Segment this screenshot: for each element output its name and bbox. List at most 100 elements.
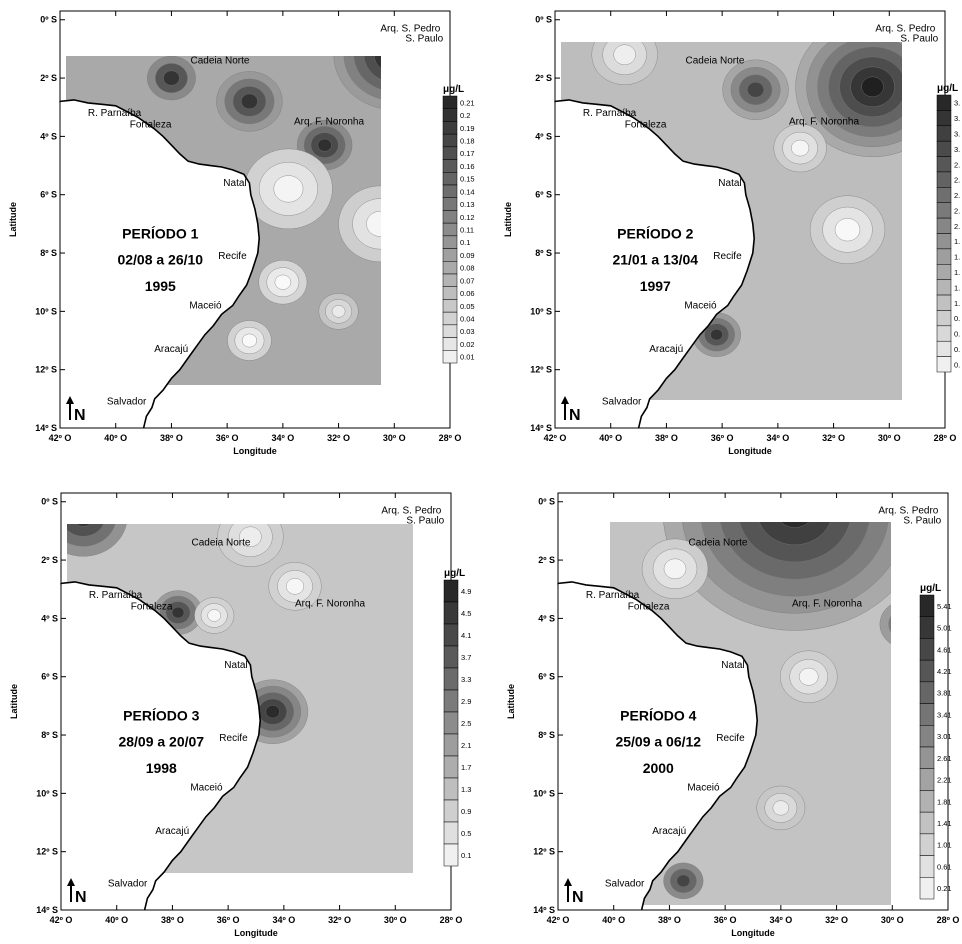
colorbar-level: 1. — [954, 299, 960, 308]
colorbar-level: 0. — [954, 330, 960, 339]
y-tick-label: 0º S — [40, 15, 57, 25]
y-tick-label: 0º S — [41, 497, 58, 507]
colorbar-swatch — [936, 156, 952, 173]
y-tick-label: 10º S — [35, 306, 57, 316]
colorbar-level: 3.01 — [937, 732, 952, 741]
place-label: Aracajú — [649, 344, 683, 355]
period-year: 1998 — [146, 760, 177, 776]
place-label: Fortaleza — [625, 120, 667, 131]
colorbar-level: 0.1 — [460, 238, 470, 247]
colorbar-level: 4.61 — [937, 645, 952, 654]
place-label: Maceió — [189, 300, 222, 311]
colorbar-swatch — [919, 746, 935, 769]
colorbar-swatch — [919, 877, 935, 900]
place-label: Recife — [219, 733, 248, 744]
map-panel-1: 42º O 40º O 38º O 36º O 34º O 32º O 30º O 28º O… — [8, 10, 475, 456]
contour-blob — [710, 328, 723, 341]
contour-blob — [265, 705, 280, 719]
place-label: Maceió — [684, 300, 717, 311]
colorbar-level: 2. — [954, 191, 960, 200]
place-label: Arq. F. Noronha — [295, 599, 365, 610]
colorbar-level: 3. — [954, 99, 960, 108]
colorbar-level: 0.61 — [937, 862, 952, 871]
colorbar-level: 3.41 — [937, 710, 952, 719]
colorbar-swatch — [936, 140, 952, 157]
contour-blob — [879, 604, 891, 645]
y-axis-title: Latitude — [506, 684, 516, 719]
place-label: Recife — [716, 733, 745, 744]
colorbar-swatch — [442, 261, 458, 275]
colorbar-level: 0.1 — [461, 851, 471, 860]
map-panel-3: 42º O 40º O 38º O 36º O 34º O 32º O 30º O 28º O… — [9, 492, 471, 938]
colorbar-swatch — [936, 356, 952, 373]
north-label: N — [569, 407, 581, 424]
place-label: S. Paulo — [900, 34, 938, 45]
period-dates: 21/01 a 13/04 — [612, 252, 698, 268]
y-tick-label: 12º S — [36, 847, 58, 857]
colorbar-level: 2.61 — [937, 754, 952, 763]
y-tick-label: 6º S — [41, 672, 58, 682]
colorbar-level: 0.21 — [460, 98, 475, 107]
colorbar-level: 0.17 — [460, 149, 475, 158]
colorbar-swatch — [442, 311, 458, 326]
place-label: Maceió — [190, 782, 223, 793]
contour-blob — [798, 667, 819, 686]
place-label: Natal — [721, 660, 744, 671]
colorbar-level: 5.01 — [937, 624, 952, 633]
y-tick-label: 4º S — [535, 131, 552, 141]
contour-blob — [780, 522, 810, 528]
period-dates: 02/08 a 26/10 — [117, 252, 203, 268]
x-tick-label: 30º O — [878, 433, 901, 443]
colorbar-level: 0.01 — [460, 353, 475, 362]
y-tick-label: 14º S — [35, 423, 57, 433]
y-tick-label: 12º S — [35, 365, 57, 375]
colorbar-level: 2.5 — [461, 719, 471, 728]
north-arrow-icon — [67, 878, 75, 886]
x-tick-label: 42º O — [544, 433, 567, 443]
place-label: Cadeia Norte — [686, 55, 745, 66]
colorbar-level: 3. — [954, 129, 960, 138]
x-tick-label: 34º O — [766, 433, 789, 443]
colorbar-swatch — [936, 310, 952, 327]
colorbar-swatch — [919, 616, 935, 639]
place-label: Salvador — [107, 397, 147, 408]
colorbar-swatch — [443, 645, 459, 669]
contour-blob — [888, 615, 891, 633]
colorbar-swatch — [442, 95, 458, 109]
colorbar-swatch — [936, 187, 952, 203]
colorbar-level: 4.9 — [461, 587, 471, 596]
colorbar-level: 0.2 — [460, 111, 470, 120]
colorbar-swatch — [443, 667, 459, 691]
period-dates: 25/09 a 06/12 — [615, 734, 701, 750]
place-label: Cadeia Norte — [192, 537, 251, 548]
colorbar-swatch — [442, 121, 458, 135]
colorbar-swatch — [442, 286, 458, 300]
colorbar-level: 3. — [954, 114, 960, 123]
y-tick-label: 14º S — [530, 423, 552, 433]
colorbar-swatch — [442, 273, 458, 287]
contour-blob — [772, 800, 790, 816]
colorbar-swatch — [443, 733, 459, 757]
place-label: Arq. F. Noronha — [792, 599, 862, 610]
colorbar-level: 2. — [954, 176, 960, 185]
place-label: Arq. S. Pedro — [380, 23, 440, 34]
y-tick-label: 12º S — [533, 847, 555, 857]
x-tick-label: 38º O — [160, 433, 183, 443]
colorbar-level: 0.9 — [461, 807, 471, 816]
y-tick-label: 8º S — [40, 248, 57, 258]
place-label: Natal — [224, 660, 247, 671]
colorbar-level: 0.07 — [460, 276, 475, 285]
y-tick-label: 2º S — [41, 555, 58, 565]
x-tick-label: 28º O — [440, 915, 463, 925]
place-label: Arq. S. Pedro — [878, 505, 938, 516]
colorbar-level: 5.41 — [937, 602, 952, 611]
coastline — [60, 581, 262, 911]
contour-blob — [791, 139, 810, 157]
colorbar-swatch — [443, 579, 459, 603]
y-tick-label: 8º S — [538, 730, 555, 740]
colorbar-level: 0.18 — [460, 137, 475, 146]
colorbar-swatch — [919, 833, 935, 856]
y-tick-label: 4º S — [538, 613, 555, 623]
land-mask — [558, 581, 758, 919]
colorbar-level: 0.11 — [460, 226, 474, 235]
